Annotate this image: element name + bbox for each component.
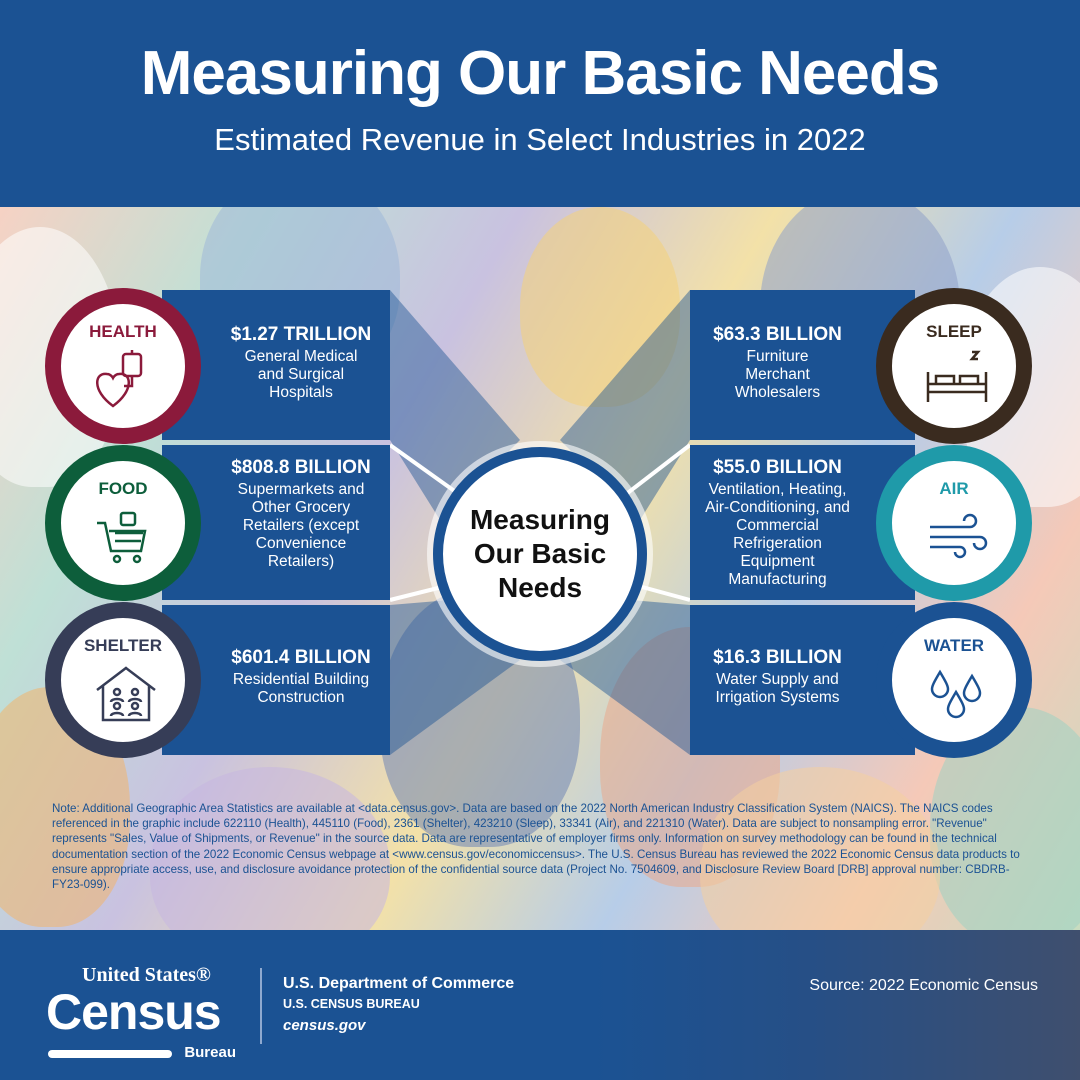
health-value: $1.27 TRILLION (230, 324, 372, 345)
bed-icon (926, 350, 988, 402)
sleep-description: Furniture Merchant Wholesalers (734, 348, 821, 401)
health-badge: HEALTH (45, 288, 201, 444)
air-panel: $55.0 BILLION Ventilation, Heating, Air-… (690, 445, 915, 600)
page-title: Measuring Our Basic Needs (140, 39, 941, 108)
website-link[interactable]: census.gov (283, 1017, 366, 1034)
footnote: Note: Additional Geographic Area Statist… (52, 802, 1020, 892)
food-badge: FOOD (45, 445, 201, 601)
house-family-icon (96, 666, 156, 722)
water-description: Water Supply and Irrigation Systems (715, 671, 840, 706)
page-subtitle: Estimated Revenue in Select Industries i… (214, 122, 866, 157)
water-label: WATER (923, 636, 985, 655)
logo-main-text: Census (46, 984, 222, 1040)
air-label: AIR (939, 479, 969, 498)
air-badge: AIR (876, 445, 1032, 601)
shelter-panel: $601.4 BILLION Residential Building Cons… (162, 605, 390, 755)
heart-iv-bag-icon (96, 350, 143, 408)
shelter-description: Residential Building Construction (232, 671, 370, 706)
census-logo: United States® Census Bureau (46, 964, 246, 1068)
logo-bar (48, 1050, 172, 1058)
header: Measuring Our Basic Needs Estimated Reve… (0, 0, 1080, 207)
bureau-name: U.S. CENSUS BUREAU (283, 997, 420, 1011)
air-description: Ventilation, Heating, Air-Conditioning, … (705, 481, 850, 588)
footer: United States® Census Bureau U.S. Depart… (0, 930, 1080, 1080)
shopping-cart-icon (97, 511, 147, 564)
water-value: $16.3 BILLION (713, 647, 842, 668)
food-value: $808.8 BILLION (231, 457, 371, 478)
shelter-label: SHELTER (83, 636, 163, 655)
source-text: Source: 2022 Economic Census (809, 977, 1038, 994)
shelter-value: $601.4 BILLION (231, 647, 371, 668)
sleep-badge: SLEEP (876, 288, 1032, 444)
center-circle: Measuring Our Basic Needs (433, 447, 647, 661)
food-description: Supermarkets and Other Grocery Retailers… (237, 481, 365, 570)
logo-top-text: United States® (82, 964, 211, 986)
shelter-badge: SHELTER (45, 602, 201, 758)
food-label: FOOD (98, 479, 148, 498)
water-drops-icon (930, 669, 982, 719)
air-value: $55.0 BILLION (713, 457, 842, 478)
sleep-value: $63.3 BILLION (713, 324, 842, 345)
health-label: HEALTH (89, 322, 157, 341)
water-badge: WATER (876, 602, 1032, 758)
logo-bottom-text: Bureau (184, 1044, 236, 1061)
divider (260, 968, 262, 1044)
sleep-label: SLEEP (926, 322, 982, 341)
center-label: Measuring Our Basic Needs (469, 504, 611, 603)
health-description: General Medical and Surgical Hospitals (244, 348, 358, 401)
department-name: U.S. Department of Commerce (283, 975, 515, 992)
wind-icon (930, 513, 988, 559)
